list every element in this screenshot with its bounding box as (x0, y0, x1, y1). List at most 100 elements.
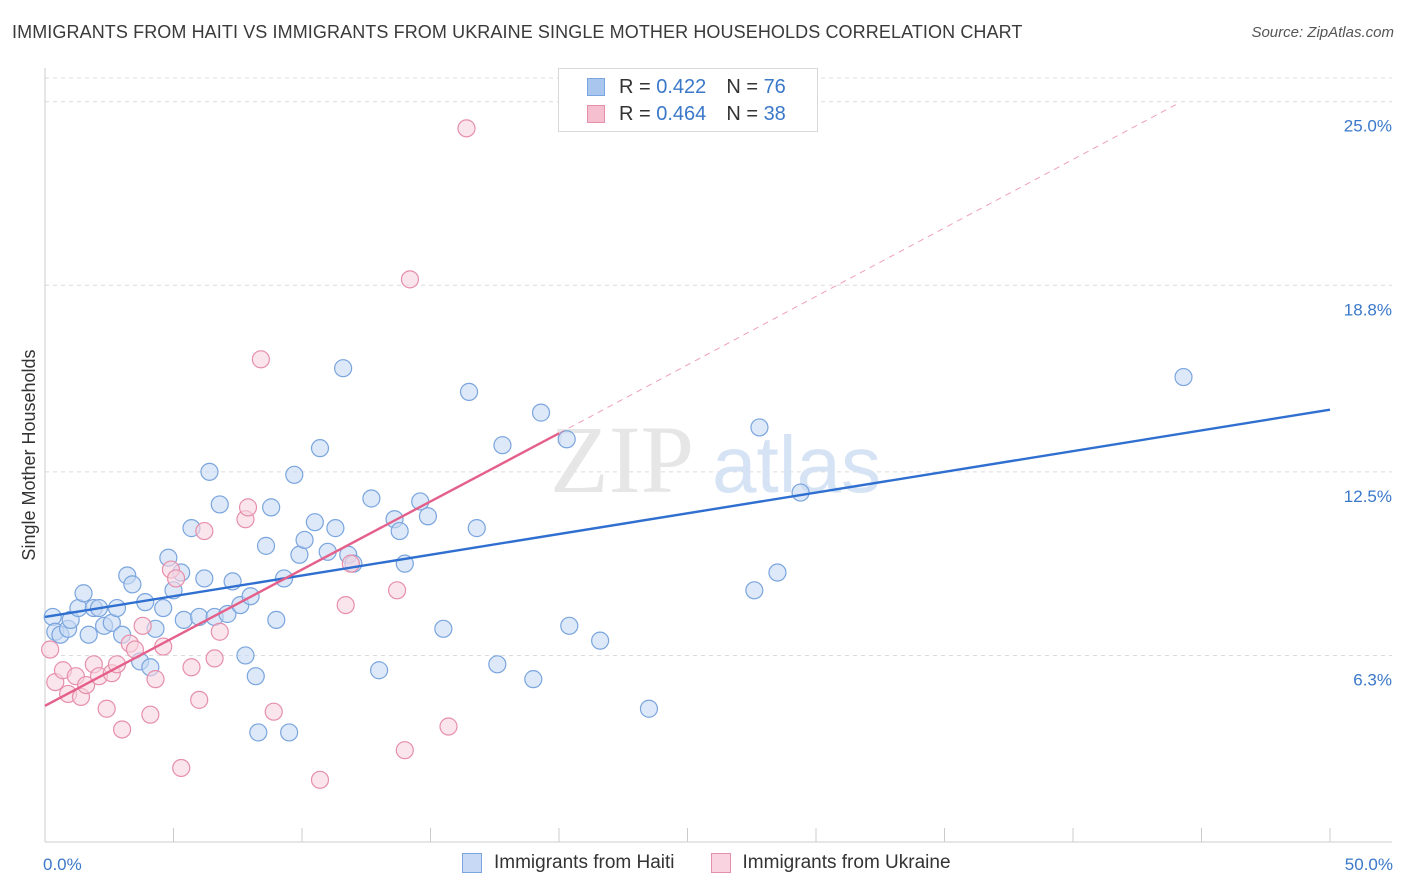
point-ukraine (146, 670, 165, 689)
point-haiti (305, 513, 324, 532)
point-ukraine (395, 741, 414, 760)
legend-item-haiti[interactable]: Immigrants from Haiti (462, 852, 675, 874)
trend-line-haiti (44, 408, 1331, 619)
point-haiti (174, 610, 193, 630)
point-haiti (791, 483, 810, 502)
point-ukraine (264, 702, 283, 721)
point-haiti (524, 670, 543, 689)
point-haiti (418, 507, 438, 526)
point-haiti (123, 575, 142, 594)
point-haiti (1174, 367, 1193, 387)
point-haiti (745, 581, 764, 600)
legend-swatch-ukraine (587, 105, 605, 123)
legend-swatch-ukraine (710, 853, 731, 873)
watermark-zip: ZIP (550, 406, 694, 513)
point-ukraine (457, 119, 476, 138)
point-haiti (256, 536, 276, 555)
trend-line-ukraine (44, 432, 560, 707)
point-haiti (295, 530, 314, 550)
point-haiti (560, 616, 579, 635)
point-haiti (467, 519, 486, 538)
y-tick-label: 25.0% (1344, 117, 1392, 136)
x-tick-label: 0.0% (43, 855, 82, 874)
point-haiti (362, 489, 381, 508)
point-ukraine (238, 498, 258, 517)
series-legend: Immigrants from Haiti Immigrants from Uk… (462, 852, 987, 874)
r-value-haiti: 0.422 (656, 75, 707, 98)
point-haiti (246, 667, 265, 686)
point-ukraine (210, 622, 229, 641)
n-label: N = (726, 102, 758, 125)
point-ukraine (195, 521, 214, 541)
y-axis-label: Single Mother Households (19, 349, 39, 560)
point-ukraine (190, 690, 209, 709)
point-ukraine (336, 596, 355, 615)
legend-row-haiti: R = 0.422 N = 76 (587, 75, 786, 99)
legend-label-haiti: Immigrants from Haiti (494, 852, 675, 873)
legend-swatch-haiti (587, 78, 605, 96)
point-ukraine (205, 649, 224, 668)
point-ukraine (310, 770, 330, 789)
point-ukraine (133, 616, 152, 635)
point-haiti (236, 646, 255, 665)
point-haiti (639, 699, 659, 718)
point-haiti (210, 495, 229, 514)
r-label: R = (619, 102, 651, 125)
point-haiti (285, 465, 304, 484)
x-tick-label: 50.0% (1345, 855, 1393, 874)
point-haiti (326, 519, 345, 538)
axes (44, 68, 1392, 843)
gridlines (45, 77, 1392, 656)
stats-legend: R = 0.422 N = 76 R = 0.464 N = 38 (558, 68, 818, 132)
point-ukraine (439, 717, 458, 736)
y-tick-label: 12.5% (1344, 487, 1392, 506)
legend-label-ukraine: Immigrants from Ukraine (742, 852, 951, 873)
point-ukraine (112, 720, 132, 739)
point-haiti (750, 418, 769, 437)
n-value-haiti: 76 (763, 75, 786, 98)
chart-source: Source: ZipAtlas.com (1251, 24, 1394, 41)
point-ukraine (172, 758, 191, 778)
point-haiti (107, 598, 127, 618)
point-ukraine (400, 270, 420, 289)
point-haiti (557, 430, 576, 449)
r-label: R = (619, 75, 651, 98)
point-haiti (74, 584, 93, 603)
point-haiti (493, 436, 512, 455)
trend-extension-ukraine (558, 104, 1177, 434)
point-haiti (262, 498, 281, 517)
point-haiti (280, 723, 299, 742)
point-haiti (488, 655, 507, 674)
y-tick-label: 18.8% (1344, 300, 1392, 319)
point-haiti (267, 610, 286, 630)
point-haiti (390, 521, 409, 541)
point-haiti (531, 403, 551, 422)
point-ukraine (251, 350, 270, 369)
point-haiti (334, 359, 353, 378)
chart-title: IMMIGRANTS FROM HAITI VS IMMIGRANTS FROM… (12, 22, 1023, 42)
n-value-ukraine: 38 (763, 102, 786, 125)
legend-row-ukraine: R = 0.464 N = 38 (587, 102, 786, 126)
point-haiti (434, 619, 453, 638)
point-haiti (154, 598, 173, 618)
point-haiti (459, 382, 479, 401)
legend-swatch-haiti (462, 853, 482, 873)
point-haiti (591, 631, 610, 650)
point-ukraine (97, 699, 116, 718)
n-label: N = (726, 75, 758, 98)
point-haiti (370, 661, 389, 680)
point-haiti (79, 625, 98, 644)
point-haiti (310, 439, 330, 458)
point-haiti (200, 462, 219, 481)
point-haiti (195, 569, 214, 588)
point-haiti (249, 723, 268, 742)
point-ukraine (141, 705, 160, 724)
point-ukraine (166, 569, 186, 588)
r-value-ukraine: 0.464 (656, 102, 707, 125)
point-haiti (768, 563, 787, 582)
point-ukraine (41, 640, 60, 659)
legend-item-ukraine[interactable]: Immigrants from Ukraine (710, 852, 951, 874)
y-tick-label: 6.3% (1353, 670, 1392, 689)
point-ukraine (182, 658, 201, 677)
